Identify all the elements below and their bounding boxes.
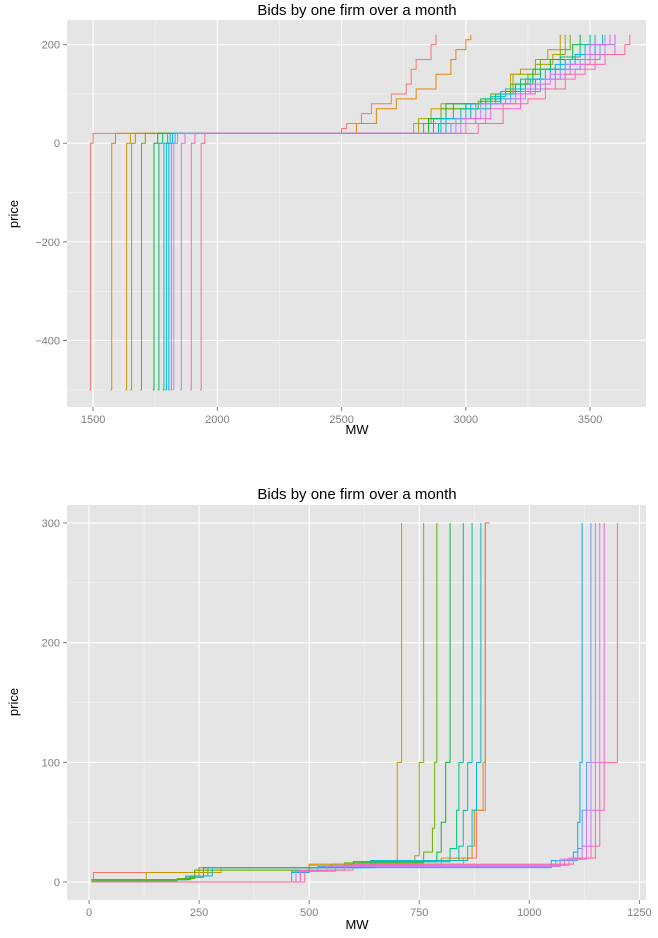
series-line — [157, 34, 591, 391]
y-tick-label: 0 — [54, 877, 60, 889]
x-tick-label: 250 — [190, 907, 208, 919]
y-tick-label: −200 — [35, 237, 60, 249]
x-tick-label: 0 — [86, 907, 92, 919]
x-tick-label: 3000 — [454, 414, 478, 426]
chart-2-title: Bids by one firm over a month — [257, 486, 456, 503]
y-tick-label: −400 — [35, 335, 60, 347]
y-tick-label: 200 — [42, 638, 60, 650]
y-tick-label: 100 — [42, 757, 60, 769]
x-tick-label: 1250 — [627, 907, 651, 919]
chart-2-y-axis-label: price — [6, 688, 21, 716]
series-line — [167, 34, 611, 391]
y-tick-label: 0 — [54, 138, 60, 150]
chart-1-x-axis-label: MW — [345, 422, 369, 437]
series-line — [110, 34, 472, 391]
x-tick-label: 2000 — [205, 414, 229, 426]
chart-1-title: Bids by one firm over a month — [257, 2, 456, 19]
series-line — [91, 522, 438, 882]
chart-1-x-ticks: 1500 2000 2500 3000 3500 — [81, 407, 602, 426]
chart-1-y-axis-label: price — [6, 200, 21, 228]
x-tick-label: 1500 — [81, 414, 105, 426]
series-line — [93, 522, 618, 883]
y-tick-label: 300 — [42, 518, 60, 530]
chart-2-y-ticks: 0 100 200 300 — [42, 518, 67, 889]
y-tick-label: 200 — [42, 40, 60, 52]
chart-2-x-ticks: 0 250 500 750 1000 1250 — [86, 900, 652, 919]
series-line — [165, 34, 604, 391]
chart-1-y-ticks: 200 0 −200 −400 — [35, 40, 67, 347]
series-line — [140, 34, 571, 391]
series-line — [180, 34, 611, 391]
series-line — [93, 522, 601, 883]
chart-2-series — [91, 522, 618, 883]
x-tick-label: 2500 — [329, 414, 353, 426]
x-tick-label: 1000 — [517, 907, 541, 919]
chart-1-series — [89, 34, 631, 391]
chart-1: Bids by one firm over a month 1500 2000 25… — [6, 2, 646, 437]
chart-2: Bids by one firm over a month 0 250 500 750… — [6, 486, 652, 932]
series-line — [199, 34, 631, 391]
x-tick-label: 3500 — [578, 414, 602, 426]
series-line — [162, 34, 596, 391]
chart-2-x-axis-label: MW — [345, 917, 369, 932]
series-line — [91, 522, 403, 883]
x-tick-label: 500 — [300, 907, 318, 919]
x-tick-label: 750 — [410, 907, 428, 919]
series-line — [92, 522, 482, 881]
